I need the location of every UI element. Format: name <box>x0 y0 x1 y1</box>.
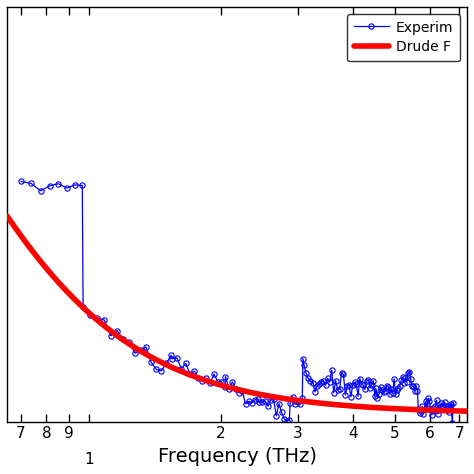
Experim <box>378 384 383 390</box>
Line: Drude F: Drude F <box>7 216 472 411</box>
Experim <box>284 418 290 423</box>
Experim <box>450 400 456 406</box>
Experim <box>168 353 174 358</box>
Experim <box>164 361 169 366</box>
Drude F <box>215 381 220 387</box>
Experim <box>333 378 338 383</box>
Drude F <box>315 400 320 406</box>
Experim <box>449 420 455 426</box>
Drude F <box>4 213 10 219</box>
X-axis label: Frequency (THz): Frequency (THz) <box>157 447 317 466</box>
Text: 1: 1 <box>84 452 94 467</box>
Drude F <box>355 403 360 409</box>
Drude F <box>469 409 474 414</box>
Experim <box>337 386 343 392</box>
Drude F <box>124 339 129 345</box>
Line: Experim: Experim <box>18 179 456 426</box>
Experim <box>18 179 24 184</box>
Drude F <box>86 310 92 316</box>
Legend: Experim, Drude F: Experim, Drude F <box>347 14 460 61</box>
Drude F <box>278 395 284 401</box>
